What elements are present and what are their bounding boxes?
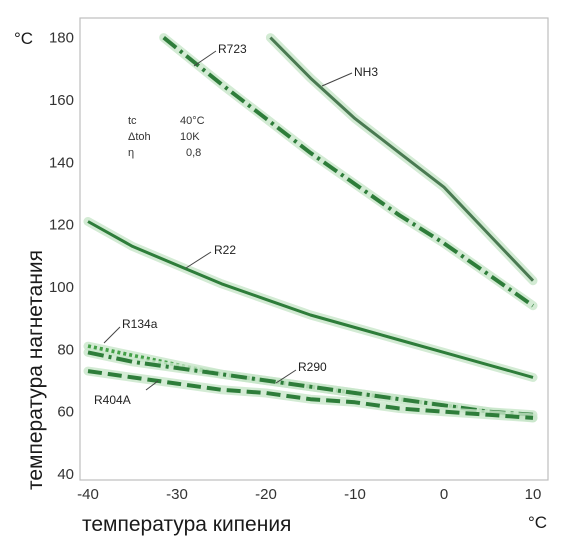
y-axis-ticks: 40 60 80 100 120 140 160 180 (49, 30, 74, 483)
label-r134a: R134a (122, 317, 158, 331)
leader-r134a (103, 326, 121, 344)
x-axis-unit: °C (528, 513, 547, 532)
y-tick-label: 120 (49, 217, 74, 234)
label-r723: R723 (218, 42, 247, 56)
x-tick-label: -30 (166, 486, 188, 503)
y-tick-label: 40 (57, 466, 74, 483)
x-tick-label: 10 (525, 486, 542, 503)
param-symbol-condensing: tc (128, 115, 137, 127)
series-line-r404a (87, 369, 534, 420)
parameter-box: tc 40°C Δtoh 10K η 0,8 (128, 115, 205, 159)
y-tick-label: 140 (49, 154, 74, 171)
series-line-r723 (162, 36, 535, 308)
y-tick-label: 60 (57, 404, 74, 421)
series-line-r22 (87, 220, 534, 379)
leader-r22 (185, 251, 212, 269)
leader-r723 (193, 50, 217, 67)
label-nh3: NH3 (354, 65, 378, 79)
x-tick-label: -20 (255, 486, 277, 503)
x-axis-ticks: -40 -30 -20 -10 0 10 (77, 486, 541, 503)
param-value-condensing: 40°C (180, 115, 205, 127)
y-axis-unit: °C (14, 29, 33, 48)
series-labels: R723 NH3 R22 R134a R290 R404A (94, 42, 378, 407)
leader-r404a (145, 380, 159, 391)
leader-nh3 (321, 72, 353, 87)
x-axis-title: температура кипения (82, 513, 291, 536)
y-tick-label: 180 (49, 30, 74, 47)
param-symbol-efficiency: η (128, 147, 134, 159)
label-r22: R22 (214, 243, 236, 257)
y-tick-label: 160 (49, 92, 74, 109)
y-axis-title: температура нагнетания (24, 250, 47, 490)
param-value-superheat: 10K (180, 131, 200, 143)
x-tick-label: -40 (77, 486, 99, 503)
param-value-efficiency: 0,8 (186, 147, 201, 159)
label-r290: R290 (298, 360, 327, 374)
param-symbol-superheat: Δtoh (128, 131, 151, 143)
label-r404a: R404A (94, 393, 131, 407)
x-tick-label: -10 (344, 486, 366, 503)
series-layer (83, 33, 538, 423)
leader-r290 (275, 369, 297, 384)
y-tick-label: 100 (49, 279, 74, 296)
series-line-nh3 (269, 36, 535, 282)
y-tick-label: 80 (57, 341, 74, 358)
series-line-r290 (87, 350, 534, 417)
x-tick-label: 0 (440, 486, 448, 503)
